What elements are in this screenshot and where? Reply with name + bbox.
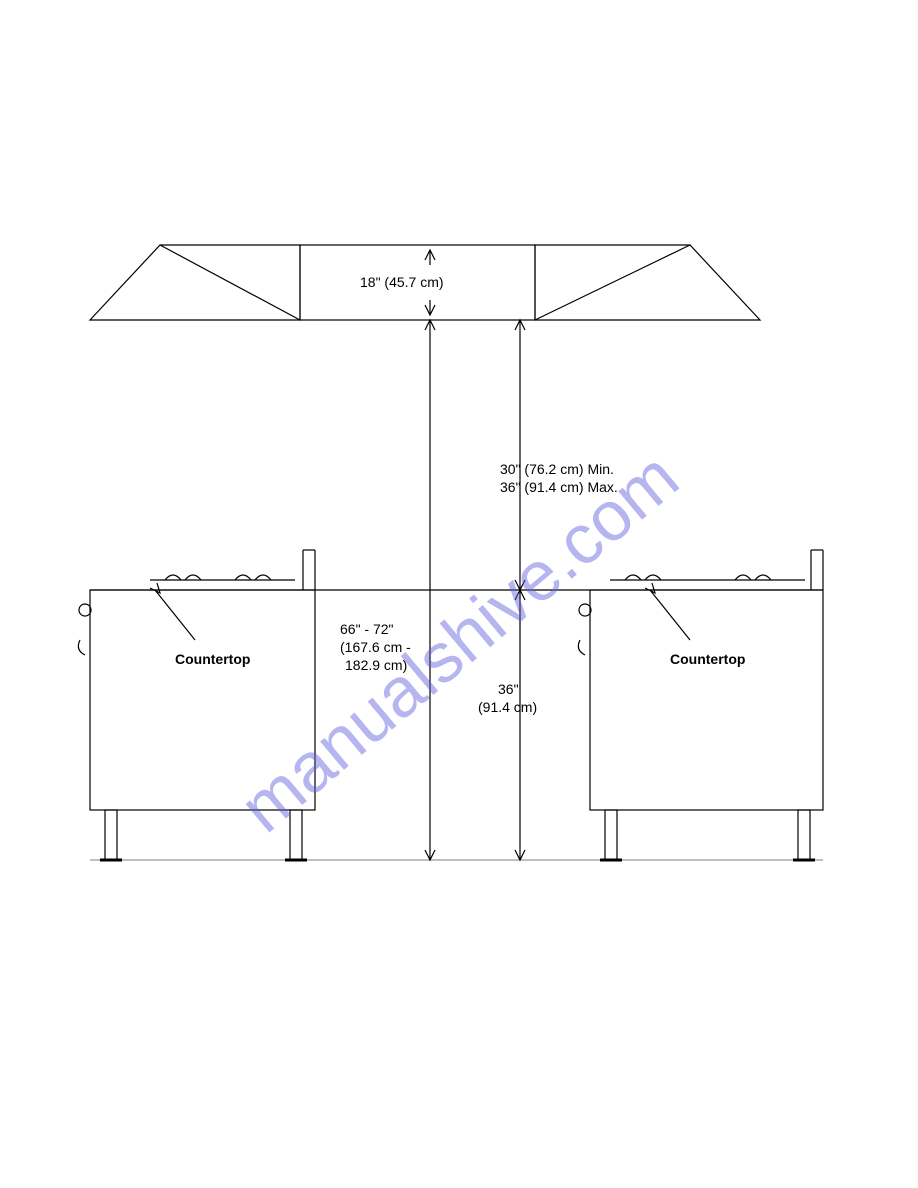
- dim-counter-line1: 36": [498, 680, 519, 698]
- dim-overall-line1: 66" - 72": [340, 620, 394, 638]
- dim-gap-line2: 36" (91.4 cm) Max.: [500, 478, 618, 496]
- installation-diagram: 18" (45.7 cm) 30" (76.2 cm) Min. 36" (91…: [0, 0, 918, 1188]
- label-countertop-right: Countertop: [670, 650, 745, 668]
- label-countertop-left: Countertop: [175, 650, 250, 668]
- dim-overall-line3: 182.9 cm): [345, 656, 407, 674]
- dim-overall-line2: (167.6 cm -: [340, 638, 411, 656]
- dim-counter-line2: (91.4 cm): [478, 698, 537, 716]
- dim-hood-height: 18" (45.7 cm): [360, 273, 444, 291]
- dim-gap-line1: 30" (76.2 cm) Min.: [500, 460, 614, 478]
- diagram-svg: [0, 0, 918, 1188]
